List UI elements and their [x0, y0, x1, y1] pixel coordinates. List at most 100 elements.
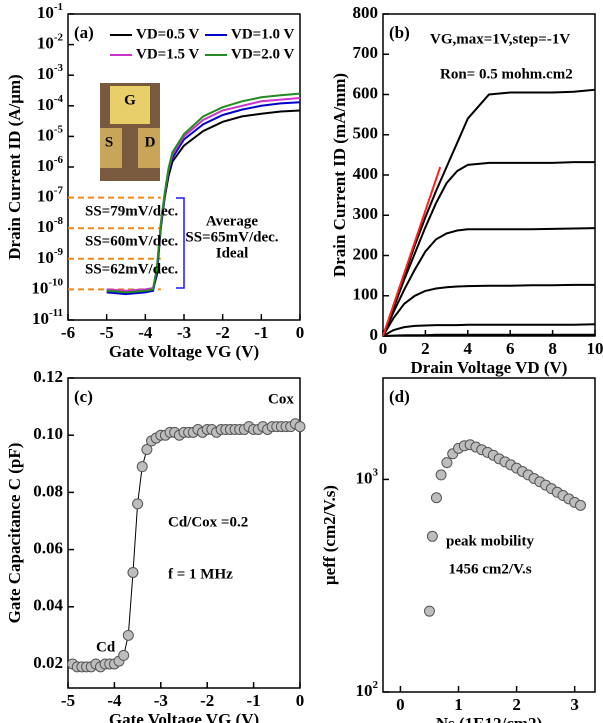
- plot-frame: [382, 13, 596, 337]
- series-line: [106, 92, 301, 294]
- x-tick-label: 1: [454, 695, 463, 714]
- y-tick-label: 500: [353, 124, 379, 143]
- panel-label: (b): [389, 23, 410, 42]
- x-tick-label: -1: [254, 323, 268, 342]
- y-tick-label: 10-6: [37, 154, 64, 175]
- legend-label: VD=1.0 V: [231, 26, 294, 42]
- y-tick-label: 103: [356, 466, 379, 487]
- point: [136, 461, 148, 473]
- y-tick-label: 0.04: [33, 596, 63, 615]
- x-tick-label: -3: [154, 691, 168, 710]
- legend-label: VD=0.5 V: [136, 26, 199, 42]
- point: [423, 605, 435, 617]
- y-tick-label: 0.06: [33, 538, 63, 557]
- x-axis-label: Drain Voltage VD (V): [411, 358, 568, 377]
- point: [430, 492, 442, 504]
- annotation: VG,max=1V,step=-1V: [430, 31, 570, 47]
- x-tick-label: -4: [107, 691, 122, 710]
- x-tick-label: 8: [548, 339, 557, 358]
- y-tick-label: 10-9: [37, 245, 64, 266]
- y-tick-label: 0.10: [33, 424, 63, 443]
- point: [132, 498, 144, 510]
- x-tick-label: -6: [61, 323, 75, 342]
- x-tick-label: -3: [177, 323, 191, 342]
- y-tick-label: 10-3: [37, 62, 64, 83]
- y-tick-label: 10-5: [37, 123, 64, 144]
- point: [122, 629, 134, 641]
- x-tick-label: 3: [570, 695, 579, 714]
- y-tick-label: 100: [353, 285, 379, 304]
- annotation: Ideal: [216, 245, 249, 261]
- annotation: Ron= 0.5 mohm.cm2: [440, 66, 573, 82]
- series-line: [382, 166, 442, 337]
- y-axis-label: Gate Capacitance C (pF): [5, 443, 24, 624]
- x-tick-label: -2: [200, 691, 214, 710]
- x-tick-label: 10: [587, 339, 603, 358]
- y-tick-label: 0: [370, 325, 379, 344]
- series-line: [382, 227, 596, 337]
- x-tick-label: -5: [100, 323, 114, 342]
- y-tick-label: 0.08: [33, 481, 63, 500]
- y-tick-label: 10-10: [31, 276, 63, 297]
- y-tick-label: 10-2: [37, 31, 64, 52]
- legend-label: VD=2.0 V: [231, 46, 294, 62]
- annotation: SS=60mV/dec.: [85, 233, 178, 249]
- series-line: [382, 88, 596, 337]
- series-line: [72, 423, 301, 668]
- inset-label: S: [105, 134, 113, 150]
- y-tick-label: 600: [353, 83, 379, 102]
- plot-frame: [382, 377, 596, 693]
- y-tick-label: 10-7: [37, 184, 64, 205]
- y-tick-label: 0.12: [33, 367, 63, 386]
- ss-bracket: [176, 197, 185, 289]
- y-tick-label: 102: [356, 679, 379, 700]
- y-tick-label: 800: [353, 3, 379, 22]
- point: [141, 443, 153, 455]
- y-axis-label: Drain Current ID (mA/mm): [330, 73, 349, 277]
- x-tick-label: -4: [138, 323, 153, 342]
- x-tick-label: -5: [61, 691, 75, 710]
- x-tick-label: 0: [379, 339, 388, 358]
- y-tick-label: 10-8: [37, 215, 64, 236]
- series-line: [382, 323, 596, 337]
- inset-label: G: [124, 92, 136, 108]
- legend-label: VD=1.5 V: [136, 46, 199, 62]
- x-axis-label: Gate Voltage VG (V): [109, 342, 259, 361]
- y-axis-label: μeff (cm2/V.s): [320, 485, 339, 585]
- plot-frame: [67, 377, 301, 689]
- annotation: Average: [206, 213, 259, 229]
- y-tick-label: 700: [353, 43, 379, 62]
- point: [441, 457, 453, 469]
- annotation: Cd: [96, 639, 116, 655]
- series-line: [382, 333, 595, 337]
- y-tick-label: 10-11: [32, 307, 63, 328]
- inset-pad: [138, 128, 160, 168]
- annotation: peak mobility: [446, 533, 534, 549]
- annotation: Cox: [268, 391, 294, 407]
- x-tick-label: 2: [512, 695, 521, 714]
- annotation: SS=62mV/dec.: [85, 261, 178, 277]
- y-tick-label: 10-1: [37, 1, 63, 22]
- panel-label: (d): [389, 387, 410, 406]
- y-axis-label: Drain Current ID (A/μm): [5, 74, 24, 259]
- annotation: SS=79mV/dec.: [85, 203, 178, 219]
- point: [127, 566, 139, 578]
- x-tick-label: 6: [506, 339, 515, 358]
- x-tick-label: 0: [296, 691, 305, 710]
- point: [294, 421, 306, 433]
- x-tick-label: 2: [421, 339, 430, 358]
- panel-label: (a): [74, 23, 94, 42]
- annotation: 1456 cm2/V.s: [448, 561, 531, 577]
- inset-label: D: [145, 134, 156, 150]
- panel-label: (c): [74, 387, 93, 406]
- annotation: SS=65mV/dec.: [185, 229, 278, 245]
- point: [435, 469, 447, 481]
- x-tick-label: 0: [396, 695, 405, 714]
- series-line: [382, 161, 595, 337]
- y-tick-label: 400: [353, 164, 379, 183]
- x-tick-label: -1: [247, 691, 261, 710]
- inset-pad: [100, 128, 122, 168]
- point: [118, 649, 130, 661]
- y-tick-label: 10-4: [37, 92, 64, 113]
